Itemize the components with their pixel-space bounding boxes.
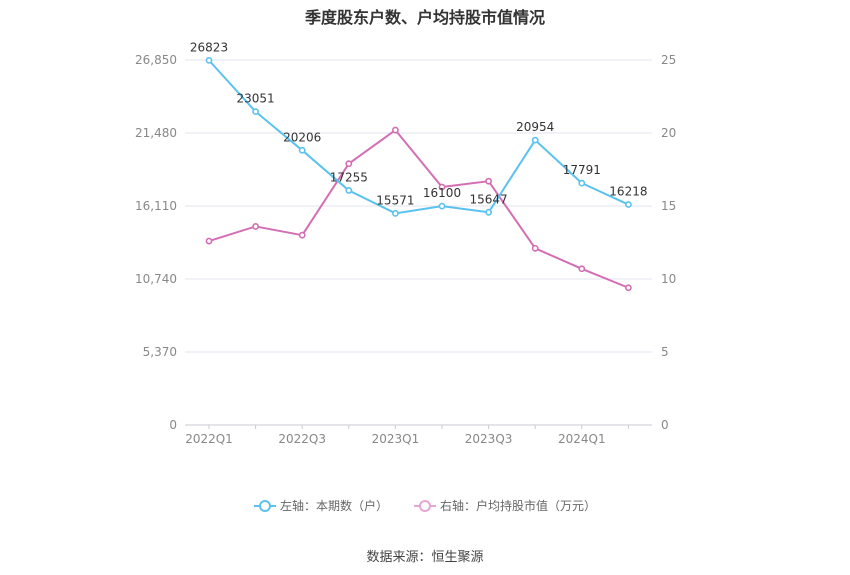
x-tick-label: 2023Q3 [465,432,513,446]
legend-item-right-series[interactable]: 右轴：户均持股市值（万元） [414,497,596,514]
point-left [578,179,586,187]
axes: 0 0 5,370 5 10,740 10 16,110 15 21,480 20 26,850 25… [135,53,676,446]
data-label: 23051 [237,92,275,106]
point-left [438,202,446,210]
point-left [205,56,213,64]
source-note: 数据来源：恒生聚源 [366,550,484,565]
data-label: 17791 [563,163,601,177]
chart-title: 季度股东户数、户均持股市值情况 [304,8,545,27]
data-label: 16100 [423,186,461,200]
point-left [252,108,259,116]
legend-label-right: 右轴：户均持股市值（万元） [440,499,597,513]
point-left [391,209,399,217]
y-left-tick-label: 26,850 [135,53,177,67]
data-label: 15571 [376,193,414,207]
legend: 左轴：本期数（户） 右轴：户均持股市值（万元） [0,497,850,514]
point-right [252,223,259,230]
series-line-right [208,129,629,289]
data-label: 26823 [190,40,228,54]
data-label: 16218 [609,185,647,199]
y-right-tick-label: 5 [661,345,669,359]
y-right-tick-label: 0 [661,418,669,432]
data-label: 15647 [470,192,508,206]
y-left-tick-label: 5,370 [143,345,177,359]
point-left [485,208,492,216]
y-right-tick-label: 20 [661,126,676,140]
point-right [391,126,399,134]
legend-label-left: 左轴：本期数（户） [279,499,388,513]
point-right [578,265,586,273]
point-right [298,231,306,239]
point-right [531,244,539,252]
grid [185,59,652,353]
legend-item-left-series[interactable]: 左轴：本期数（户） [253,497,388,514]
x-tick-label: 2024Q1 [558,432,606,446]
data-label: 20954 [516,120,554,134]
data-label: 17255 [330,170,368,184]
point-right [438,183,446,191]
legend-marker-right-icon [414,499,436,513]
point-right [345,160,353,168]
point-left [345,187,353,194]
point-right [625,284,632,292]
point-left [298,146,306,154]
series-line-left [208,59,629,215]
data-labels: 26823 23051 20206 17255 15571 16100 15647 20954… [190,40,648,207]
point-left [625,201,632,208]
point-right [205,237,213,245]
point-right [485,177,492,185]
y-right-tick-label: 25 [661,53,676,67]
x-tick-label: 2022Q3 [278,432,326,446]
y-right-tick-label: 15 [661,199,676,213]
y-left-tick-label: 10,740 [135,272,177,286]
y-left-tick-label: 16,110 [135,199,177,213]
legend-marker-left-icon [253,499,276,513]
point-left [531,136,539,144]
x-tick-label: 2022Q1 [185,432,233,446]
y-left-tick-label: 21,480 [135,126,177,140]
data-label: 20206 [283,130,321,144]
y-left-tick-label: 0 [169,418,177,432]
series [205,56,632,292]
x-tick-label: 2023Q1 [372,432,420,446]
y-right-tick-label: 10 [661,272,676,286]
